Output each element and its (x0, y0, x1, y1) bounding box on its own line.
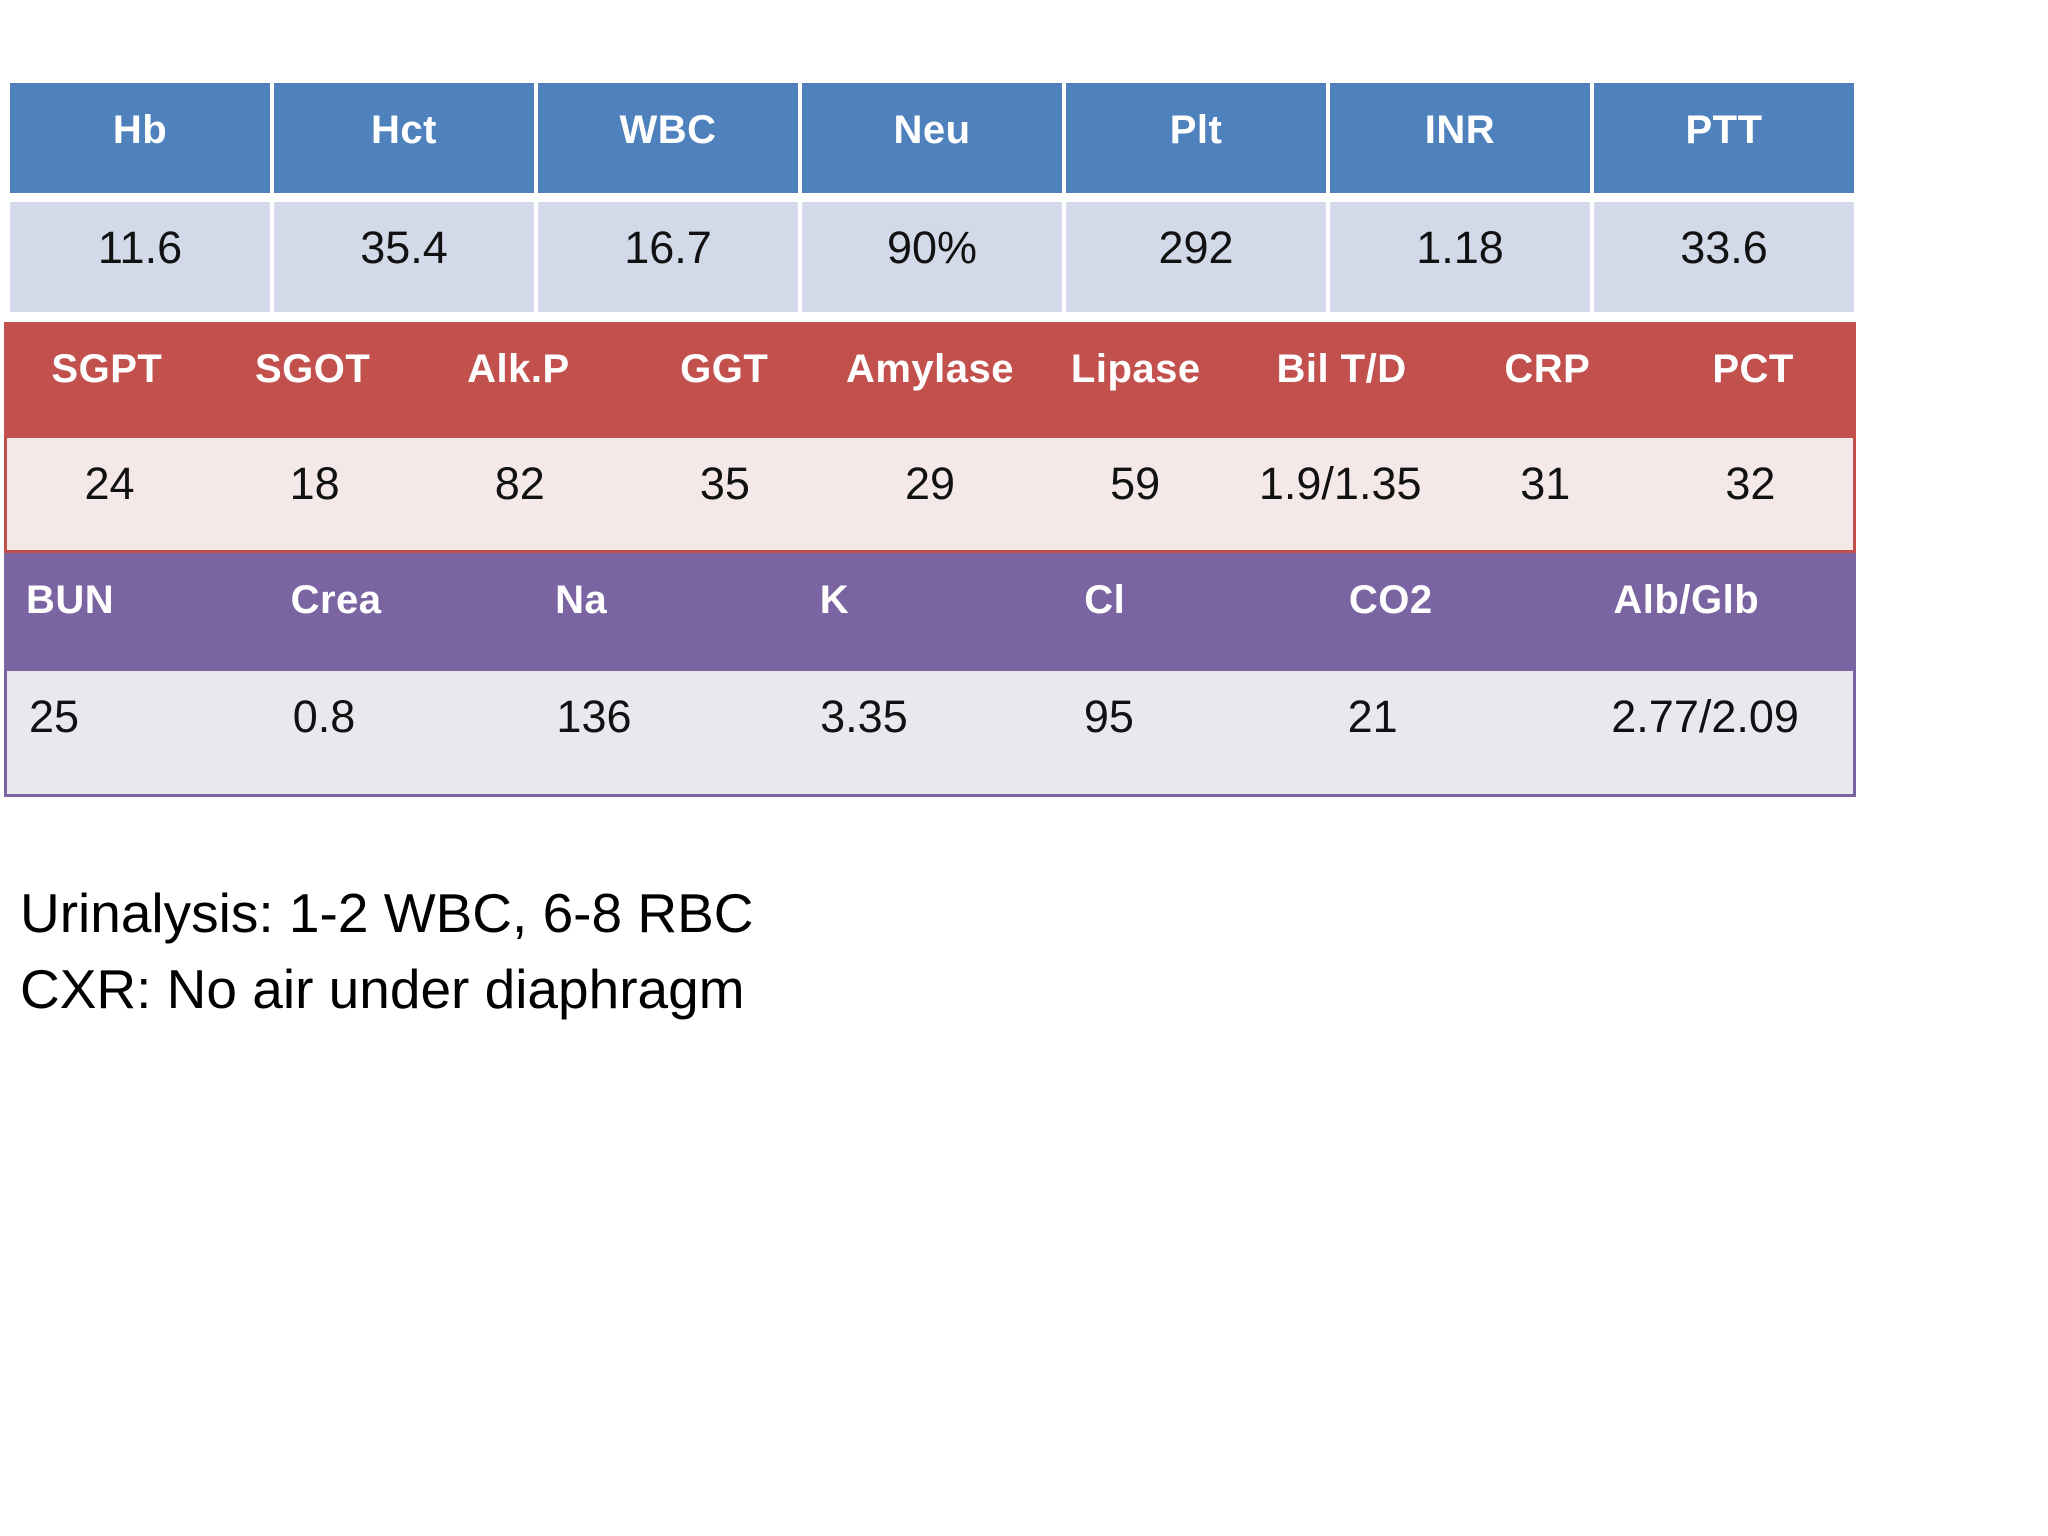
header-cell-na: Na (533, 553, 798, 671)
liver-pancreas-value-row: 24 18 82 35 29 59 1.9/1.35 31 32 (4, 438, 1856, 553)
note-cxr: CXR: No air under diaphragm (20, 958, 745, 1020)
value-cell-bil-t-d: 1.9/1.35 (1237, 438, 1443, 550)
header-cell-inr: INR (1330, 83, 1590, 193)
value-cell-ptt: 33.6 (1594, 202, 1854, 312)
value-cell-pct: 32 (1647, 438, 1853, 550)
header-cell-hct: Hct (274, 83, 534, 193)
header-cell-alk-p: Alk.P (415, 322, 622, 438)
value-cell-alb-glb: 2.77/2.09 (1589, 671, 1853, 794)
header-cell-neu: Neu (802, 83, 1062, 193)
value-cell-crp: 31 (1442, 438, 1648, 550)
value-cell-crea: 0.8 (270, 671, 535, 794)
value-cell-sgot: 18 (212, 438, 418, 550)
header-cell-ptt: PTT (1594, 83, 1854, 193)
header-cell-plt: Plt (1066, 83, 1326, 193)
header-cell-co2: CO2 (1326, 553, 1592, 671)
header-cell-amylase: Amylase (827, 322, 1033, 438)
header-cell-k: K (797, 553, 1063, 671)
renal-electrolytes-value-row: 25 0.8 136 3.35 95 21 2.77/2.09 (4, 671, 1856, 797)
value-cell-na: 136 (534, 671, 799, 794)
value-cell-ggt: 35 (622, 438, 828, 550)
header-cell-lipase: Lipase (1032, 322, 1239, 438)
renal-electrolytes-header-row: BUN Crea Na K Cl CO2 Alb/Glb (4, 553, 1856, 671)
header-cell-hb: Hb (10, 83, 270, 193)
header-cell-bil-t-d: Bil T/D (1238, 322, 1445, 438)
value-cell-inr: 1.18 (1330, 202, 1590, 312)
header-cell-wbc: WBC (538, 83, 798, 193)
hematology-table: Hb Hct WBC Neu Plt INR PTT 11.6 35.4 16.7 90% 292 1… (10, 83, 1854, 312)
liver-pancreas-header-row: SGPT SGOT Alk.P GGT Amylase Lipase Bil T/D CRP P… (4, 322, 1856, 438)
header-cell-crp: CRP (1444, 322, 1651, 438)
value-cell-neu: 90% (802, 202, 1062, 312)
header-cell-sgpt: SGPT (4, 322, 210, 438)
value-cell-amylase: 29 (827, 438, 1033, 550)
value-cell-co2: 21 (1325, 671, 1590, 794)
header-cell-crea: Crea (268, 553, 534, 671)
header-cell-bun: BUN (4, 553, 269, 671)
notes-block: Urinalysis: 1-2 WBC, 6-8 RBC CXR: No air… (20, 875, 2048, 1027)
value-cell-wbc: 16.7 (538, 202, 798, 312)
value-cell-cl: 95 (1061, 671, 1326, 794)
header-cell-sgot: SGOT (209, 322, 416, 438)
header-cell-pct: PCT (1650, 322, 1856, 438)
note-urinalysis: Urinalysis: 1-2 WBC, 6-8 RBC (20, 882, 754, 944)
header-cell-alb-glb: Alb/Glb (1591, 553, 1856, 671)
hematology-header-row: Hb Hct WBC Neu Plt INR PTT (10, 83, 1854, 193)
value-cell-lipase: 59 (1032, 438, 1238, 550)
value-cell-bun: 25 (7, 671, 271, 794)
value-cell-k: 3.35 (798, 671, 1062, 794)
value-cell-alk-p: 82 (417, 438, 623, 550)
renal-electrolytes-table: BUN Crea Na K Cl CO2 Alb/Glb 25 0.8 136 3.35 95 21 2… (4, 553, 1856, 797)
header-cell-ggt: GGT (621, 322, 828, 438)
liver-pancreas-table: SGPT SGOT Alk.P GGT Amylase Lipase Bil T/D CRP P… (4, 322, 1856, 553)
hematology-value-row: 11.6 35.4 16.7 90% 292 1.18 33.6 (10, 202, 1854, 312)
value-cell-hct: 35.4 (274, 202, 534, 312)
value-cell-sgpt: 24 (7, 438, 213, 550)
value-cell-plt: 292 (1066, 202, 1326, 312)
value-cell-hb: 11.6 (10, 202, 270, 312)
header-cell-cl: Cl (1062, 553, 1327, 671)
